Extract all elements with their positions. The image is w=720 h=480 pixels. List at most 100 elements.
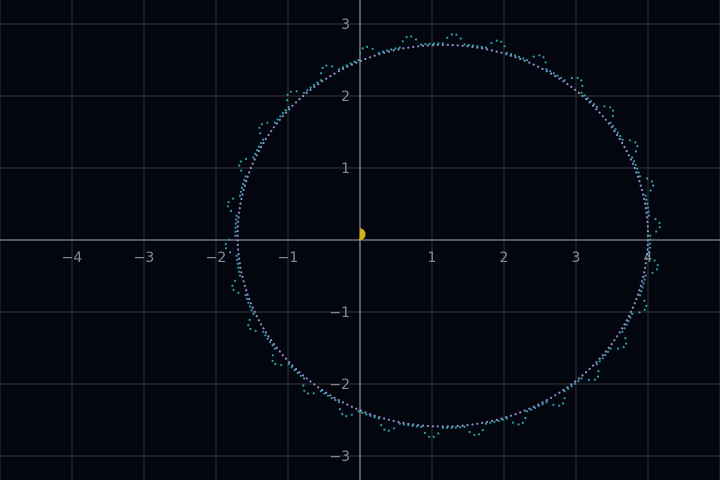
orbit-point <box>236 243 239 246</box>
orbit-point <box>574 380 577 383</box>
orbit-point <box>454 426 457 429</box>
orbit-point <box>653 259 656 262</box>
orbit-point <box>237 253 240 256</box>
orbit-point <box>624 337 627 340</box>
orbit-point <box>255 315 258 318</box>
orbit-point <box>275 122 278 125</box>
orbit-point <box>646 177 649 180</box>
y-tick-label: −2 <box>329 377 350 393</box>
orbit-point <box>455 33 458 36</box>
orbit-point <box>377 51 380 54</box>
orbit-point <box>392 419 395 422</box>
orbit-point <box>646 220 649 223</box>
orbit-point <box>428 435 431 438</box>
orbit-point <box>576 76 579 79</box>
orbit-point <box>390 48 393 51</box>
orbit-point <box>441 42 444 45</box>
orbit-point <box>640 280 644 283</box>
orbit-point <box>595 105 599 109</box>
orbit-point <box>613 130 616 133</box>
orbit-point <box>530 408 533 411</box>
orbit-point <box>514 54 517 57</box>
orbit-point <box>338 408 342 411</box>
orbit-point <box>269 341 272 344</box>
orbit-point <box>252 156 255 159</box>
y-tick-label: 2 <box>341 89 350 105</box>
orbit-point <box>658 226 661 229</box>
orbit-point <box>278 118 281 121</box>
orbit-point <box>264 331 267 334</box>
orbit-point <box>646 206 650 209</box>
orbit-point <box>476 422 479 425</box>
orbit-point <box>338 401 341 404</box>
orbit-point <box>466 424 469 427</box>
orbit-point <box>359 409 362 412</box>
orbit-point <box>249 302 252 305</box>
orbit-point <box>629 316 632 319</box>
orbit-point <box>326 394 330 397</box>
orbit-point <box>264 137 267 141</box>
orbit-point <box>654 218 657 221</box>
orbit-point <box>423 431 426 434</box>
orbit-point <box>580 91 583 94</box>
orbit-point <box>489 421 492 424</box>
orbit-point <box>293 369 296 372</box>
orbit-point <box>276 118 279 121</box>
orbit-point <box>628 139 632 142</box>
orbit-point <box>621 327 624 330</box>
orbit-point <box>240 271 243 274</box>
orbit-point <box>601 354 604 357</box>
orbit-point <box>393 427 396 430</box>
orbit-point <box>349 62 352 65</box>
orbit-point <box>257 319 260 322</box>
x-tick-label: 2 <box>500 250 509 266</box>
orbit-point <box>441 426 444 429</box>
orbit-point <box>364 57 367 61</box>
orbit-point <box>224 247 228 250</box>
orbit-point <box>621 141 624 145</box>
orbit-point <box>242 188 245 192</box>
orbit-point <box>652 184 655 187</box>
orbit-point <box>528 61 531 64</box>
orbit-point <box>247 324 250 327</box>
orbit-point <box>573 382 577 385</box>
orbit-point <box>550 72 553 75</box>
orbit-point <box>490 419 493 422</box>
orbit-point <box>317 386 320 389</box>
orbit-point <box>346 403 349 406</box>
orbit-point <box>302 91 306 94</box>
orbit-point <box>260 145 263 149</box>
orbit-point <box>611 114 614 118</box>
orbit-point <box>238 270 241 273</box>
orbit-point <box>247 301 250 304</box>
orbit-point <box>621 330 624 333</box>
orbit-point <box>319 390 322 393</box>
orbit-point <box>229 209 233 212</box>
orbit-point <box>309 380 312 383</box>
orbit-point <box>306 392 309 395</box>
orbit-point <box>625 323 628 326</box>
orbit-point <box>597 370 600 373</box>
orbit-point <box>357 59 360 62</box>
orbit-point <box>537 65 540 68</box>
orbit-point <box>634 163 637 166</box>
orbit-point <box>541 401 544 404</box>
orbit-point <box>646 202 649 205</box>
orbit-point <box>647 210 650 213</box>
orbit-point <box>646 234 650 237</box>
orbit-point <box>329 75 332 78</box>
orbit-point <box>407 46 410 49</box>
orbit-point <box>258 126 261 129</box>
orbit-point <box>526 59 529 62</box>
orbit-point <box>238 207 241 210</box>
orbit-point <box>625 342 628 345</box>
orbit-point <box>642 275 645 278</box>
orbit-point <box>509 54 512 57</box>
orbit-point <box>242 280 245 283</box>
orbit-point <box>617 347 620 350</box>
orbit-point <box>648 242 652 245</box>
orbit-point <box>421 424 425 427</box>
orbit-point <box>262 327 265 330</box>
orbit-point <box>607 122 610 125</box>
